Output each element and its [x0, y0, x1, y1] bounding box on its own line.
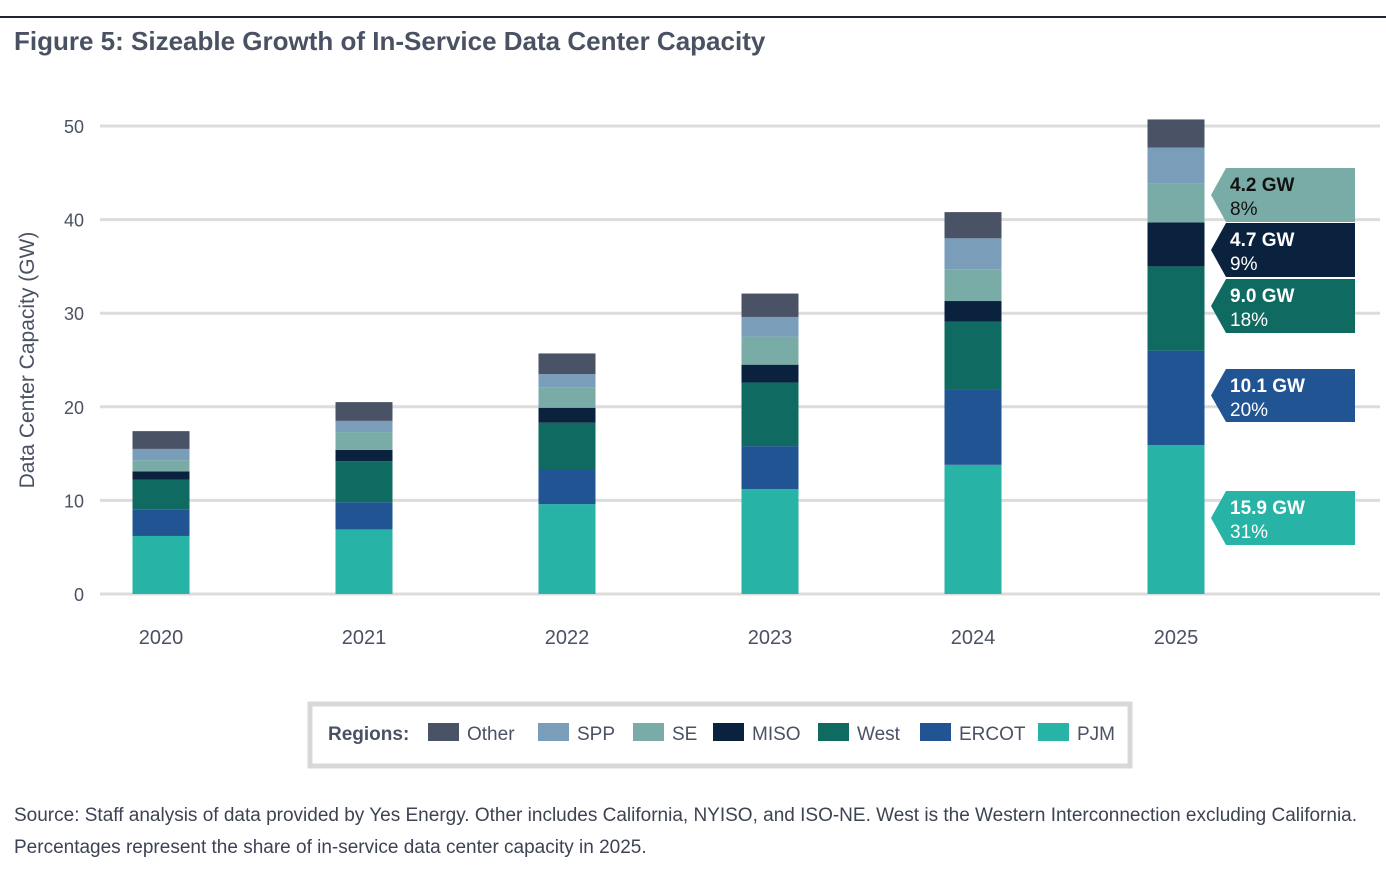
y-tick-label: 20	[64, 398, 84, 418]
bar-segment-se-2020	[132, 460, 190, 472]
x-tick-label: 2020	[139, 627, 184, 649]
callout-percent: 20%	[1230, 400, 1268, 421]
bar-segment-west-2023	[741, 382, 799, 447]
callout-percent: 8%	[1230, 199, 1258, 220]
bar-segment-west-2022	[538, 422, 596, 470]
y-axis-label: Data Center Capacity (GW)	[16, 232, 39, 489]
bar-segment-se-2022	[538, 387, 596, 408]
bar-segment-spp-2021	[335, 420, 393, 433]
legend-swatch-spp	[538, 723, 569, 741]
bar-segment-west-2025	[1147, 266, 1205, 351]
x-tick-label: 2023	[748, 627, 793, 649]
legend-swatch-other	[428, 723, 459, 741]
bar-segment-other-2023	[741, 293, 799, 317]
legend-swatch-ercot	[920, 723, 951, 741]
legend-swatch-west	[818, 723, 849, 741]
y-tick-label: 30	[64, 304, 84, 324]
x-tick-label: 2021	[342, 627, 387, 649]
callout-value: 9.0 GW	[1230, 286, 1294, 307]
bar-segment-spp-2023	[741, 316, 799, 337]
x-tick-label: 2022	[545, 627, 590, 649]
bar-segment-other-2025	[1147, 119, 1205, 148]
bar-segment-ercot-2021	[335, 502, 393, 530]
legend-title: Regions:	[328, 724, 409, 745]
bar-segment-spp-2020	[132, 448, 190, 461]
legend-swatch-se	[633, 723, 664, 741]
bar-segment-west-2024	[944, 321, 1002, 390]
top-rule	[0, 16, 1386, 18]
callout-se	[1211, 168, 1355, 222]
legend-label-pjm: PJM	[1077, 724, 1115, 745]
bar-segment-se-2021	[335, 432, 393, 450]
callout-ercot	[1211, 369, 1355, 422]
bar-segment-other-2024	[944, 212, 1002, 239]
bar-segment-ercot-2020	[132, 509, 190, 536]
bar-segment-other-2022	[538, 353, 596, 375]
bar-segment-miso-2021	[335, 449, 393, 462]
y-tick-label: 10	[64, 491, 84, 511]
bar-segment-spp-2022	[538, 374, 596, 388]
bar-segment-west-2021	[335, 461, 393, 503]
legend-label-other: Other	[467, 724, 515, 745]
bar-segment-pjm-2025	[1147, 445, 1205, 594]
legend-label-ercot: ERCOT	[959, 724, 1026, 745]
bar-segment-miso-2022	[538, 407, 596, 423]
bar-segment-other-2020	[132, 431, 190, 449]
bar-segment-pjm-2023	[741, 489, 799, 594]
legend-swatch-miso	[713, 723, 744, 741]
callout-value: 4.7 GW	[1230, 230, 1294, 251]
y-tick-label: 0	[74, 585, 84, 605]
legend-swatch-pjm	[1038, 723, 1069, 741]
callout-pjm	[1211, 491, 1355, 545]
bar-segment-pjm-2021	[335, 529, 393, 594]
bar-segment-se-2023	[741, 336, 799, 365]
callout-value: 10.1 GW	[1230, 376, 1305, 397]
bar-segment-pjm-2020	[132, 535, 190, 594]
y-tick-label: 40	[64, 211, 84, 231]
legend-label-miso: MISO	[752, 724, 801, 745]
legend-label-se: SE	[672, 724, 697, 745]
bar-segment-miso-2023	[741, 364, 799, 383]
bar-segment-ercot-2024	[944, 389, 1002, 465]
chart-title: Figure 5: Sizeable Growth of In-Service …	[14, 26, 766, 56]
bar-segment-other-2021	[335, 402, 393, 421]
bar-segment-se-2024	[944, 269, 1002, 302]
x-tick-label: 2024	[951, 627, 996, 649]
callout-miso	[1211, 223, 1355, 277]
callout-percent: 31%	[1230, 522, 1268, 543]
x-tick-label: 2025	[1154, 627, 1199, 649]
bar-segment-west-2020	[132, 479, 190, 510]
bar-segment-miso-2025	[1147, 222, 1205, 267]
bar-segment-pjm-2024	[944, 464, 1002, 594]
bar-segment-miso-2020	[132, 471, 190, 480]
bar-segment-spp-2024	[944, 238, 1002, 270]
bar-segment-ercot-2025	[1147, 350, 1205, 446]
callout-percent: 18%	[1230, 310, 1268, 331]
bar-segment-ercot-2023	[741, 446, 799, 490]
bar-segment-pjm-2022	[538, 504, 596, 594]
callout-value: 15.9 GW	[1230, 498, 1305, 519]
y-tick-label: 50	[64, 117, 84, 137]
legend-label-west: West	[857, 724, 901, 745]
bar-segment-se-2025	[1147, 183, 1205, 223]
bar-segment-ercot-2022	[538, 469, 596, 505]
bar-segment-spp-2025	[1147, 147, 1205, 184]
callout-percent: 9%	[1230, 254, 1258, 275]
legend-label-spp: SPP	[577, 724, 615, 745]
callout-west	[1211, 279, 1355, 333]
bar-segment-miso-2024	[944, 301, 1002, 322]
callout-value: 4.2 GW	[1230, 175, 1294, 196]
source-note: Source: Staff analysis of data provided …	[14, 805, 1358, 858]
